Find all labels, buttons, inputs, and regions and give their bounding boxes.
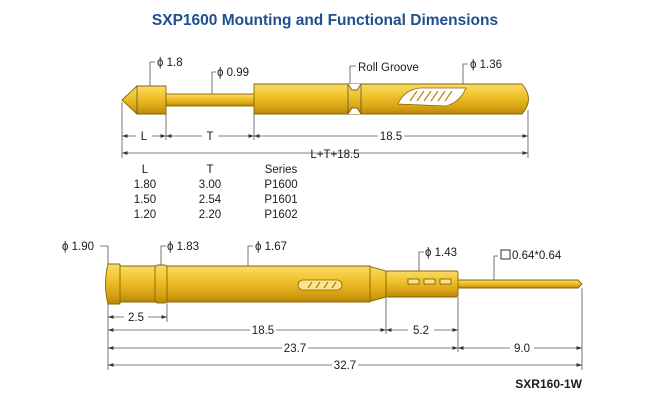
table-header-T: T [206,164,213,176]
dim-18-5-label: 18.5 [252,325,274,337]
table-cell: P1600 [264,179,297,191]
table-header-L: L [142,164,149,176]
table-cell: 1.80 [134,179,156,191]
slot-1 [407,278,420,285]
bottom-socket: ϕ 1.90 ϕ 1.83 ϕ 1.67 ϕ 1.43 0.64*0.64 2.… [62,241,583,372]
roll-groove-mark [347,83,362,115]
plunger-head [121,85,167,115]
table-cell: 3.00 [199,179,221,191]
dim-T-label: T [206,131,213,143]
dim-2-5-label: 2.5 [128,312,144,324]
pin-size-label: 0.64*0.64 [512,250,562,262]
series-table: L T Series 1.80 3.00 P1600 1.50 2.54 P16… [134,164,298,221]
cutaway [397,87,467,107]
square-section-icon [500,249,511,260]
diameter-1-43-label: ϕ 1.43 [425,247,457,259]
dim-32-7-label: 32.7 [334,360,356,372]
plunger-diameter-label: ϕ 0.99 [217,67,249,79]
table-cell: 1.20 [134,209,156,221]
collar-ring-2 [154,264,168,304]
socket-taper [367,265,387,303]
model-label: SXR160-1W [515,377,582,391]
page-title: SXP1600 Mounting and Functional Dimensio… [152,12,498,29]
table-cell: P1601 [264,194,297,206]
oval-marking [297,279,343,291]
dim-barrel-label: 18.5 [380,131,402,143]
table-cell: 1.50 [134,194,156,206]
diameter-1-67-label: ϕ 1.67 [255,241,287,253]
dim-L-label: L [141,131,148,143]
table-cell: P1602 [264,209,297,221]
dim-23-7-label: 23.7 [284,343,306,355]
slot-2 [423,278,436,285]
diameter-1-90-label: ϕ 1.90 [62,241,94,253]
dim-5-2-label: 5.2 [413,325,429,337]
dim-9-0-label: 9.0 [514,343,530,355]
top-probe: ϕ 1.8 ϕ 0.99 Roll Groove ϕ 1.36 L T 18.5… [121,57,529,161]
head-diameter-label: ϕ 1.8 [157,57,183,69]
roll-groove-label: Roll Groove [358,62,419,74]
diameter-1-83-label: ϕ 1.83 [167,241,199,253]
table-header-series: Series [265,164,298,176]
oval-hatch [307,281,337,289]
barrel [253,83,529,115]
table-cell: 2.54 [199,194,222,206]
barrel-diameter-label: ϕ 1.36 [470,59,502,71]
plunger-shaft [159,93,257,107]
slot-3 [439,278,452,285]
tail-pin [455,279,583,289]
collar-ring-1 [105,263,121,305]
dim-total-label: L+T+18.5 [310,149,359,161]
table-cell: 2.20 [199,209,221,221]
spring-coil [409,90,453,102]
